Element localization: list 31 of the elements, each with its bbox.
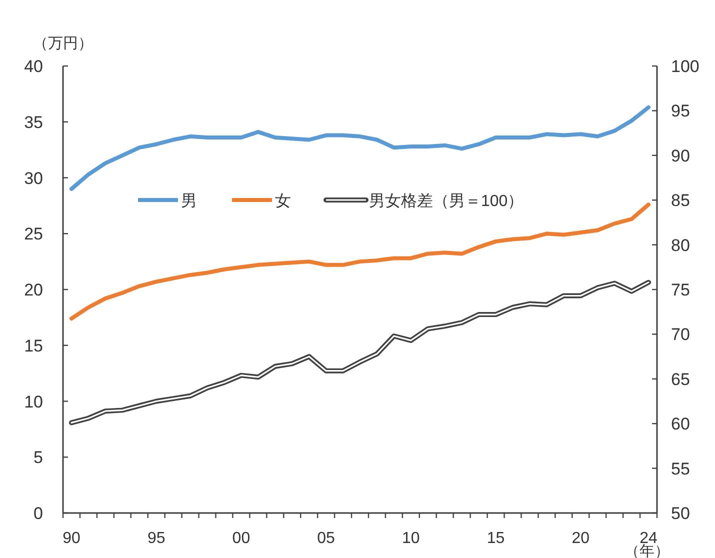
y2-tick-label: 65 — [671, 370, 690, 389]
legend-label: 女 — [275, 193, 291, 210]
y2-tick-label: 85 — [671, 191, 690, 210]
y2-tick-label: 100 — [671, 57, 700, 76]
legend-label: 男 — [181, 193, 197, 210]
y-tick-label: 35 — [24, 112, 43, 132]
y2-tick-label: 95 — [671, 102, 690, 121]
legend-label: 男女格差（男＝100） — [369, 192, 524, 210]
x-tick-label: 05 — [317, 530, 336, 547]
y2-tick-label: 70 — [671, 325, 690, 344]
x-tick-label: 10 — [402, 530, 420, 547]
y2-tick-label: 55 — [671, 459, 690, 478]
y-tick-label: 5 — [34, 448, 43, 468]
y2-tick-label: 90 — [671, 146, 690, 166]
x-tick-label: 00 — [232, 530, 250, 547]
y-tick-label: 10 — [24, 392, 43, 412]
x-tick-label: 90 — [62, 530, 80, 547]
y2-tick-label: 50 — [671, 504, 690, 523]
y-axis-title: （万円） — [33, 35, 93, 52]
y-tick-label: 25 — [24, 224, 43, 244]
y-tick-label: 15 — [24, 336, 43, 356]
y2-tick-label: 60 — [671, 414, 690, 434]
x-tick-label: 20 — [572, 530, 590, 547]
x-tick-label: 95 — [147, 530, 166, 547]
y2-tick-label: 80 — [671, 236, 690, 255]
x-tick-label: 15 — [486, 530, 505, 547]
y-tick-label: 40 — [24, 57, 43, 76]
y-tick-label: 20 — [24, 280, 43, 300]
y-tick-label: 0 — [34, 504, 43, 523]
y2-tick-label: 75 — [671, 280, 690, 300]
y-tick-label: 30 — [24, 168, 43, 188]
